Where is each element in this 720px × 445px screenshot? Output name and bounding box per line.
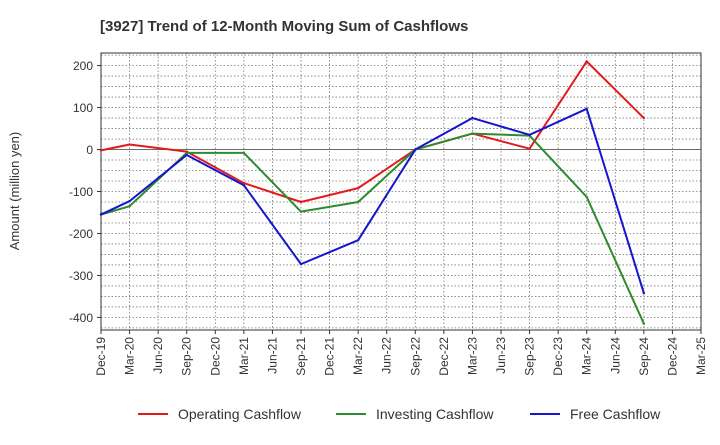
series-2-point [471, 132, 474, 135]
series-1-point [99, 149, 103, 152]
series-1-point [528, 147, 531, 150]
x-tick-label: Sep-22 [408, 337, 422, 376]
x-tick-label: Jun-20 [151, 337, 165, 374]
x-tick-label: Mar-24 [580, 337, 594, 375]
series-3-point [128, 199, 131, 203]
series-lines [99, 60, 646, 325]
series-3-point [414, 148, 417, 151]
legend-label-3: Free Cashflow [570, 406, 661, 422]
series-2-point [642, 322, 646, 325]
x-tick-label: Mar-21 [237, 337, 251, 375]
x-tick-label: Dec-24 [665, 337, 679, 376]
series-3-point [185, 153, 188, 157]
y-tick-label: 100 [73, 101, 93, 115]
series-2-point [299, 210, 303, 213]
series-3-point [471, 116, 474, 120]
x-tick-label: Mar-25 [694, 337, 708, 375]
series-3-point [356, 238, 360, 242]
x-tick-label: Sep-24 [637, 337, 651, 376]
series-3-point [642, 291, 646, 295]
x-tick-label: Mar-23 [465, 337, 479, 375]
series-1-point [356, 186, 360, 190]
y-tick-label: -400 [69, 311, 93, 325]
series-2-point [585, 195, 588, 199]
grid-lines [100, 53, 702, 330]
chart-title: [3927] Trend of 12-Month Moving Sum of C… [100, 18, 468, 35]
y-tick-label: 0 [86, 143, 93, 157]
series-3-point [99, 213, 103, 216]
plot-frame [100, 52, 702, 331]
series-line-2 [100, 132, 645, 325]
x-tick-label: Sep-20 [180, 337, 194, 376]
y-tick-label: -200 [69, 227, 93, 241]
series-1-point [299, 200, 303, 204]
series-3-point [528, 133, 531, 137]
series-1-point [128, 143, 131, 146]
series-2-point [356, 200, 360, 204]
series-2-point [242, 151, 246, 155]
x-tick-label: Jun-21 [265, 337, 279, 374]
x-tick-label: Dec-20 [208, 337, 222, 376]
x-tick-label: Dec-21 [323, 337, 337, 376]
x-tick-label: Dec-23 [551, 337, 565, 376]
series-3-point [585, 107, 588, 111]
x-tick-label: Jun-22 [380, 337, 394, 374]
y-axis-label: Amount (million yen) [7, 132, 22, 251]
series-1-point [585, 60, 588, 63]
x-tick-label: Sep-21 [294, 337, 308, 376]
x-tick-label: Mar-22 [351, 337, 365, 375]
y-tick-label: 200 [73, 59, 93, 73]
series-line-3 [100, 107, 645, 294]
series-1-point [242, 181, 246, 185]
legend: Operating Cashflow Investing Cashflow Free… [138, 406, 661, 422]
legend-label-1: Operating Cashflow [178, 406, 302, 422]
series-2-point [128, 204, 131, 208]
series-3-point [299, 262, 303, 266]
y-tick-label: -100 [69, 185, 93, 199]
legend-label-2: Investing Cashflow [376, 406, 494, 422]
x-tick-label: Dec-19 [94, 337, 108, 376]
y-tick-label: -300 [69, 269, 93, 283]
series-3-point [242, 184, 246, 187]
series-2-point [185, 151, 188, 155]
x-tick-label: Jun-24 [608, 337, 622, 374]
x-tick-label: Jun-23 [494, 337, 508, 374]
series-1-point [642, 116, 646, 120]
x-tick-label: Dec-22 [437, 337, 451, 376]
x-tick-label: Sep-23 [523, 337, 537, 376]
x-tick-label: Mar-20 [123, 337, 137, 375]
